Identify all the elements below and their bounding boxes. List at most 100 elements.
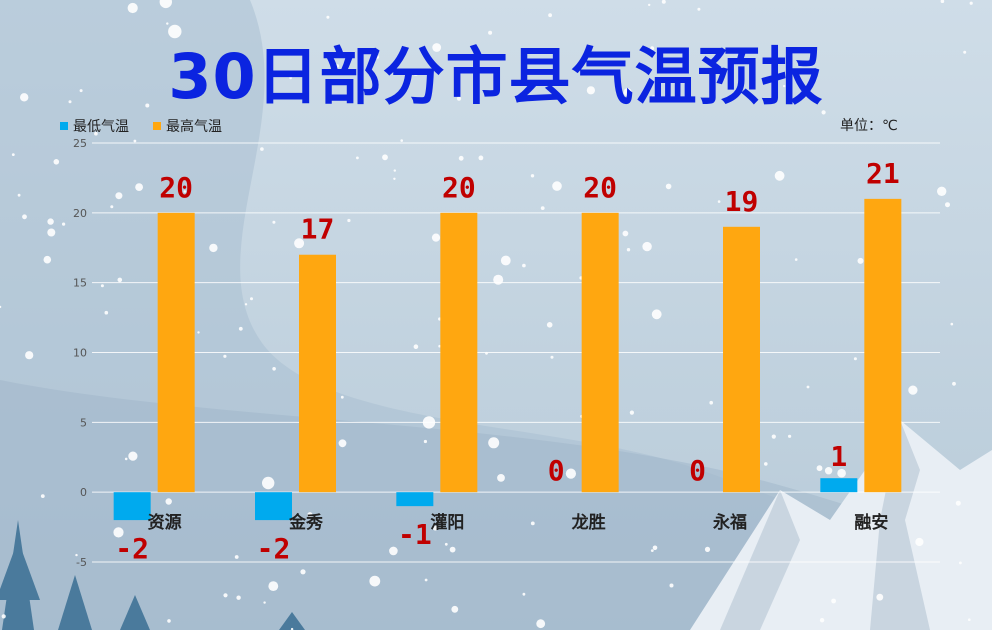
data-label-high: 20 bbox=[442, 171, 476, 204]
x-category-label: 龙胜 bbox=[571, 512, 606, 533]
snowflake bbox=[642, 241, 652, 252]
snowflake bbox=[774, 170, 785, 181]
snowflake bbox=[915, 537, 924, 547]
snowflake bbox=[20, 93, 29, 102]
data-label-high: 20 bbox=[159, 171, 193, 204]
snowflake bbox=[623, 88, 632, 97]
snowflake bbox=[393, 169, 396, 172]
snowflake bbox=[821, 110, 826, 115]
snowflake bbox=[94, 131, 98, 136]
snowflake bbox=[451, 605, 459, 613]
unit-label: 单位：℃ bbox=[840, 118, 898, 134]
snowflake bbox=[272, 367, 276, 371]
snowflake bbox=[244, 303, 248, 306]
snowflake bbox=[135, 183, 144, 192]
snowflake bbox=[413, 344, 419, 350]
snowflake bbox=[17, 193, 21, 197]
snowflake bbox=[168, 24, 182, 39]
snowflake bbox=[651, 95, 656, 99]
snowflake bbox=[717, 200, 721, 203]
legend-swatch-high bbox=[153, 122, 161, 130]
data-label-low: 0 bbox=[689, 454, 706, 487]
snowflake bbox=[375, 55, 379, 59]
bar-high bbox=[440, 212, 478, 493]
snowflake bbox=[546, 322, 553, 328]
snowflake bbox=[307, 512, 313, 518]
bar-high bbox=[299, 254, 336, 493]
snowflake bbox=[704, 546, 711, 553]
x-category-label: 融安 bbox=[854, 512, 888, 533]
snowflake bbox=[62, 222, 66, 226]
snowflake bbox=[294, 238, 305, 249]
snowflake bbox=[424, 578, 428, 582]
snowflake bbox=[548, 13, 552, 18]
snowflake bbox=[806, 385, 810, 389]
snowflake bbox=[260, 147, 264, 151]
snowflake bbox=[952, 381, 956, 386]
snowflake bbox=[412, 69, 420, 76]
snowflake bbox=[530, 521, 535, 526]
snowflake bbox=[115, 192, 123, 200]
snowflake bbox=[819, 618, 825, 623]
snowflake bbox=[110, 205, 114, 209]
snowflake bbox=[124, 457, 128, 461]
snowflake bbox=[167, 619, 171, 623]
snowflake bbox=[709, 400, 713, 405]
snowflake bbox=[725, 99, 729, 103]
bar-high bbox=[723, 226, 760, 493]
snowflake bbox=[423, 439, 427, 444]
snowflake bbox=[449, 546, 456, 553]
snowflake bbox=[209, 243, 218, 253]
snowflake bbox=[338, 439, 347, 448]
y-tick-label: -5 bbox=[76, 556, 87, 569]
snowflake bbox=[268, 581, 279, 591]
snowflake bbox=[940, 0, 945, 3]
snowflake bbox=[145, 103, 150, 108]
snowflake bbox=[40, 494, 45, 498]
x-category-label: 永福 bbox=[712, 512, 747, 533]
bar-high bbox=[864, 198, 902, 493]
snowflake bbox=[837, 468, 846, 478]
snowflake bbox=[104, 310, 109, 315]
snowflake bbox=[25, 351, 34, 360]
snowflake bbox=[289, 76, 292, 80]
snowflake bbox=[183, 190, 187, 193]
legend-label-low: 最低气温 bbox=[73, 119, 129, 135]
data-label-high: 21 bbox=[866, 157, 900, 190]
snowflake bbox=[955, 500, 961, 506]
x-category-label: 金秀 bbox=[288, 512, 323, 533]
y-tick-label: 20 bbox=[73, 207, 87, 220]
snowflake bbox=[536, 619, 546, 629]
snowflake bbox=[326, 15, 330, 19]
bar-high bbox=[157, 212, 195, 493]
legend-item-high: 最高气温 bbox=[153, 116, 222, 136]
snowflake bbox=[950, 322, 954, 326]
data-label-low: -2 bbox=[115, 532, 149, 565]
snowflake bbox=[272, 220, 276, 224]
snowflake bbox=[382, 154, 388, 161]
snowflake bbox=[75, 553, 78, 557]
snowflake bbox=[127, 2, 138, 14]
snowflake bbox=[629, 410, 635, 415]
snowflake bbox=[438, 344, 441, 348]
bar-low bbox=[113, 492, 151, 521]
snowflake bbox=[968, 618, 971, 621]
snowflake bbox=[530, 174, 535, 178]
snowflake bbox=[223, 354, 227, 358]
snowflake bbox=[133, 139, 137, 143]
snowflake bbox=[908, 385, 918, 395]
y-tick-label: 5 bbox=[80, 416, 87, 429]
snowflake bbox=[43, 255, 52, 264]
data-label-low: -2 bbox=[257, 532, 291, 565]
snowflake bbox=[128, 451, 138, 461]
snowflake bbox=[824, 467, 833, 475]
snowflake bbox=[22, 214, 27, 220]
snowflake bbox=[100, 284, 104, 288]
snowflake bbox=[236, 595, 241, 600]
snowflake bbox=[565, 468, 577, 479]
snowflake bbox=[522, 263, 526, 268]
snowflake bbox=[540, 206, 545, 211]
snowflake bbox=[11, 153, 15, 157]
snowflake bbox=[79, 89, 83, 93]
